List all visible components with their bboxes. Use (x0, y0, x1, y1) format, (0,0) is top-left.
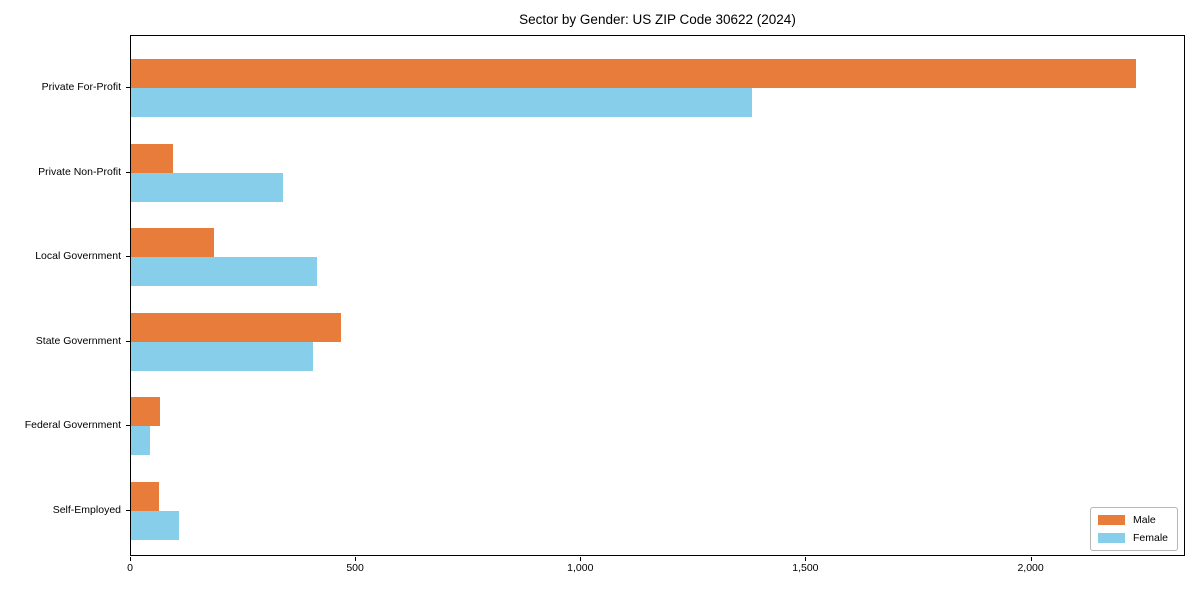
ytick-label-federal-government: Federal Government (24, 419, 121, 432)
ytick-label-local-government: Local Government (35, 250, 121, 263)
bar-female-federal-government (131, 426, 151, 456)
xtick-label-2000: 2,000 (1017, 562, 1044, 574)
ytick-label-self-employed: Self-Employed (52, 504, 121, 516)
xtick-mark (355, 557, 357, 561)
chart-title: Sector by Gender: US ZIP Code 30622 (202… (519, 12, 796, 27)
legend-swatch-female (1097, 533, 1125, 543)
bar-male-local-government (131, 228, 215, 258)
bar-male-private-non-profit (131, 143, 173, 173)
legend-swatch-male (1097, 515, 1125, 525)
bar-male-federal-government (131, 397, 160, 427)
ytick-mark (126, 256, 130, 258)
xtick-mark (580, 557, 582, 561)
ytick-label-state-government: State Government (35, 334, 121, 347)
ytick-mark (126, 510, 130, 511)
bar-female-local-government (131, 257, 317, 287)
legend: Male Female (1089, 507, 1178, 551)
legend-label-male: Male (1132, 514, 1156, 526)
legend-item-male: Male (1097, 514, 1168, 526)
bar-female-private-non-profit (131, 172, 283, 202)
bar-female-state-government (131, 341, 313, 371)
ytick-mark (126, 425, 130, 427)
xtick-mark (130, 557, 131, 561)
ytick-mark (126, 171, 130, 173)
xtick-mark (1030, 557, 1032, 561)
xtick-label-500: 500 (346, 562, 364, 574)
bar-female-self-employed (131, 511, 180, 540)
xtick-mark (805, 557, 807, 561)
ytick-mark (126, 87, 130, 88)
xtick-label-1500: 1,500 (792, 562, 819, 574)
bar-female-private-for-profit (131, 88, 752, 117)
bar-male-state-government (131, 312, 342, 342)
ytick-label-private-for-profit: Private For-Profit (41, 81, 121, 93)
legend-item-female: Female (1097, 532, 1168, 544)
bar-male-private-for-profit (131, 59, 1136, 88)
bar-male-self-employed (131, 482, 159, 511)
plot-area: Male Female (130, 35, 1185, 556)
ytick-label-private-non-profit: Private Non-Profit (38, 165, 121, 178)
xtick-label-1000: 1,000 (567, 562, 594, 574)
legend-label-female: Female (1132, 532, 1168, 544)
xtick-label-0: 0 (127, 562, 133, 574)
ytick-mark (126, 340, 130, 342)
